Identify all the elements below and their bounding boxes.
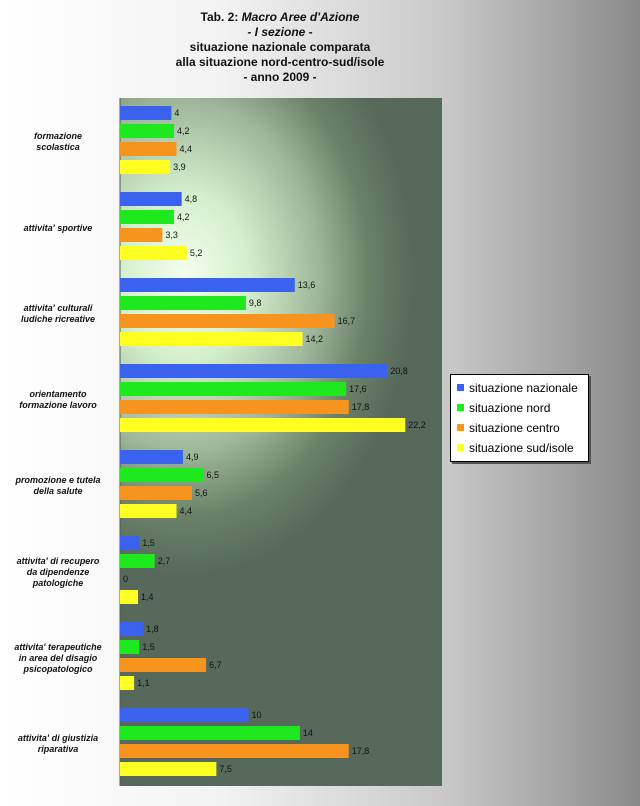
bar-value-label: 4,2	[177, 212, 190, 222]
title-line-1: Tab. 2: Macro Aree d'Azione	[120, 10, 440, 25]
bar-value-label: 20,8	[390, 366, 408, 376]
bar	[120, 640, 140, 654]
bar-value-label: 4,2	[177, 126, 190, 136]
bar-value-label: 7,5	[219, 764, 232, 774]
bar	[120, 450, 183, 464]
bar-value-label: 22,2	[408, 420, 426, 430]
bar-value-label: 6,5	[207, 470, 220, 480]
title-prefix: Tab. 2:	[200, 10, 242, 24]
bar-value-label: 4	[174, 108, 179, 118]
bar-value-label: 14,2	[305, 334, 323, 344]
category-label: attivita' culturali ludiche ricreative	[20, 303, 96, 324]
category-label: attivita' terapeutiche in area del disagi…	[14, 641, 102, 674]
category-label: attivita' di giustizia riparativa	[17, 733, 99, 754]
bar	[120, 536, 140, 550]
bar-value-label: 1,1	[137, 678, 150, 688]
title-line-2: - I sezione -	[247, 25, 313, 39]
title-line-5: - anno 2009 -	[243, 70, 317, 84]
legend-label: situazione nazionale	[469, 381, 578, 395]
bar-value-label: 9,8	[249, 298, 262, 308]
bar-value-label: 3,9	[173, 162, 186, 172]
bar-value-label: 5,2	[190, 248, 203, 258]
category-label: attivita' sportive	[23, 222, 93, 233]
bar-value-label: 5,6	[195, 488, 208, 498]
bar	[120, 418, 406, 432]
title-line-3: situazione nazionale comparata	[189, 40, 371, 54]
legend-swatch	[457, 404, 464, 411]
bar	[120, 332, 303, 346]
bar-value-label: 4,9	[186, 452, 199, 462]
bar	[120, 726, 300, 740]
category-label: orientamento formazione lavoro	[19, 389, 97, 410]
bar	[120, 314, 335, 328]
legend-label: situazione centro	[469, 421, 560, 435]
chart-title: Tab. 2: Macro Aree d'Azione - I sezione …	[120, 10, 440, 85]
bar-value-label: 4,4	[180, 144, 193, 154]
legend-swatch	[457, 384, 464, 391]
bar-value-label: 17,8	[352, 402, 370, 412]
bar	[120, 762, 217, 776]
bar-value-label: 4,4	[180, 506, 193, 516]
bar-value-label: 2,7	[158, 556, 171, 566]
legend-swatch	[457, 424, 464, 431]
bar-value-label: 13,6	[298, 280, 316, 290]
bar	[120, 142, 177, 156]
legend-label: situazione nord	[469, 401, 551, 415]
bar-value-label: 16,7	[338, 316, 356, 326]
bar	[120, 658, 207, 672]
legend-swatch	[457, 444, 464, 451]
bar	[120, 676, 135, 690]
bar-value-label: 17,8	[352, 746, 370, 756]
bar	[120, 228, 163, 242]
bar-value-label: 14	[303, 728, 313, 738]
bar	[120, 160, 171, 174]
bar-value-label: 17,6	[349, 384, 367, 394]
bar	[120, 708, 249, 722]
bar-value-label: 1,4	[141, 592, 154, 602]
category-label: promozione e tutela della salute	[15, 475, 101, 496]
bar	[120, 744, 349, 758]
bar	[120, 296, 246, 310]
bar	[120, 400, 349, 414]
bar	[120, 468, 204, 482]
title-line-4: alla situazione nord-centro-sud/isole	[175, 55, 385, 69]
bar	[120, 554, 155, 568]
bar-value-label: 0	[123, 574, 128, 584]
bar	[120, 504, 177, 518]
bar	[120, 210, 174, 224]
bar	[120, 124, 174, 138]
bar-value-label: 3,3	[165, 230, 178, 240]
legend-label: situazione sud/isole	[469, 441, 574, 455]
bar-value-label: 1,5	[142, 538, 155, 548]
bar	[120, 364, 388, 378]
bar	[120, 246, 187, 260]
bar	[120, 106, 172, 120]
category-label: attivita' di recupero da dipendenze patolo…	[16, 555, 100, 588]
bar	[120, 192, 182, 206]
bar-value-label: 4,8	[185, 194, 198, 204]
bar-value-label: 1,8	[146, 624, 159, 634]
bar	[120, 486, 192, 500]
bar	[120, 278, 295, 292]
bar-value-label: 10	[252, 710, 262, 720]
bar	[120, 622, 144, 636]
legend: situazione nazionale situazione nord situa…	[450, 374, 589, 462]
bar-value-label: 1,5	[142, 642, 155, 652]
title-emphasis: Macro Aree d'Azione	[241, 10, 360, 24]
bar	[120, 382, 347, 396]
bar	[120, 590, 138, 604]
bar-value-label: 6,7	[209, 660, 222, 670]
category-label: formazione scolastica	[33, 131, 82, 152]
